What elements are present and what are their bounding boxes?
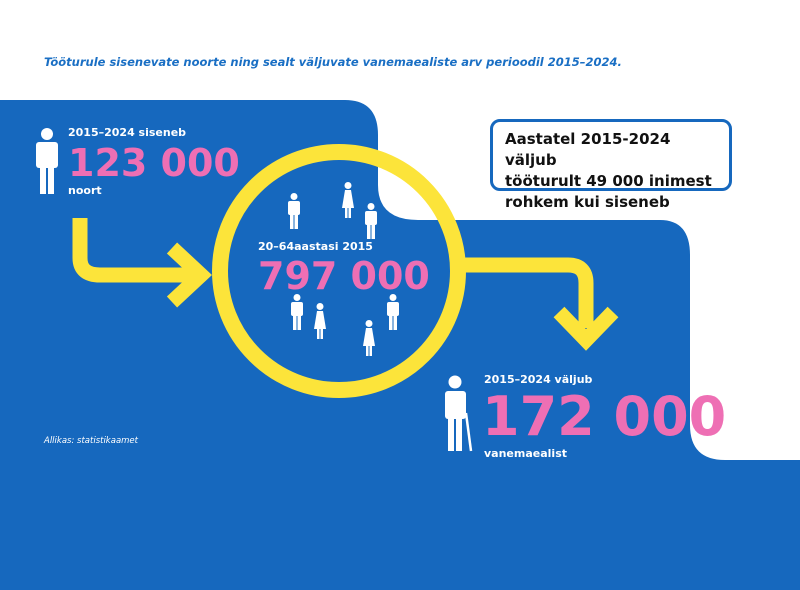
person-icon xyxy=(365,203,377,239)
flow-line-out xyxy=(456,257,594,328)
entering-label: 2015–2024 siseneb xyxy=(68,126,187,139)
callout-line: Aastatel 2015-2024 väljub xyxy=(505,130,671,169)
leaving-label: 2015–2024 väljub xyxy=(484,373,593,386)
woman-icon xyxy=(342,182,354,218)
person-icon xyxy=(288,193,300,229)
population-value: 797 000 xyxy=(258,254,430,298)
population-label: 20–64aastasi 2015 xyxy=(258,240,373,253)
woman-icon xyxy=(314,303,326,339)
leaving-unit: vanemaealist xyxy=(484,447,567,460)
callout-line: rohkem kui siseneb xyxy=(505,193,670,211)
person-icon xyxy=(36,128,58,194)
flow-line-in xyxy=(72,218,200,283)
person-icon xyxy=(387,294,399,330)
callout-line: tööturult 49 000 inimest xyxy=(505,172,712,190)
arrow-down-icon xyxy=(553,306,619,351)
entering-unit: noort xyxy=(68,184,102,197)
source-note: Allikas: statistikaamet xyxy=(44,436,138,446)
elderly-person-with-cane-icon xyxy=(445,375,473,452)
arrow-right-icon xyxy=(166,242,213,308)
woman-icon xyxy=(363,320,375,356)
leaving-value: 172 000 xyxy=(482,385,727,448)
difference-callout: Aastatel 2015-2024 väljub tööturult 49 0… xyxy=(490,119,732,211)
entering-value: 123 000 xyxy=(68,141,240,185)
person-icon xyxy=(291,294,303,330)
infographic-title: Tööturule sisenevate noorte ning sealt v… xyxy=(44,55,622,69)
